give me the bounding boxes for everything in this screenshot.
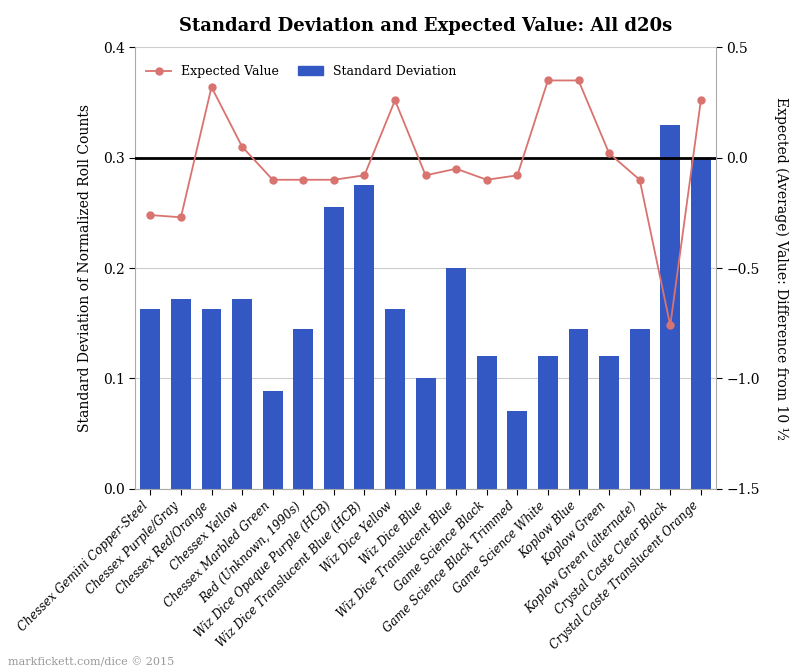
Bar: [691, 158, 711, 489]
Bar: [507, 411, 527, 489]
Bar: [324, 207, 344, 489]
Y-axis label: Standard Deviation of Normalized Roll Counts: Standard Deviation of Normalized Roll Co…: [77, 104, 92, 432]
Bar: [201, 309, 221, 489]
Bar: [354, 185, 374, 489]
Bar: [477, 357, 497, 489]
Y-axis label: Expected (Average) Value: Difference from 10 ½: Expected (Average) Value: Difference fro…: [774, 96, 788, 440]
Bar: [232, 299, 252, 489]
Bar: [446, 268, 466, 489]
Bar: [630, 328, 650, 489]
Bar: [415, 379, 436, 489]
Title: Standard Deviation and Expected Value: All d20s: Standard Deviation and Expected Value: A…: [179, 17, 672, 35]
Bar: [660, 124, 680, 489]
Bar: [262, 391, 283, 489]
Bar: [171, 299, 191, 489]
Legend: Expected Value, Standard Deviation: Expected Value, Standard Deviation: [142, 60, 461, 83]
Text: markfickett.com/dice © 2015: markfickett.com/dice © 2015: [8, 658, 175, 668]
Bar: [568, 328, 588, 489]
Bar: [293, 328, 313, 489]
Bar: [538, 357, 558, 489]
Bar: [140, 309, 160, 489]
Bar: [599, 357, 619, 489]
Bar: [385, 309, 405, 489]
